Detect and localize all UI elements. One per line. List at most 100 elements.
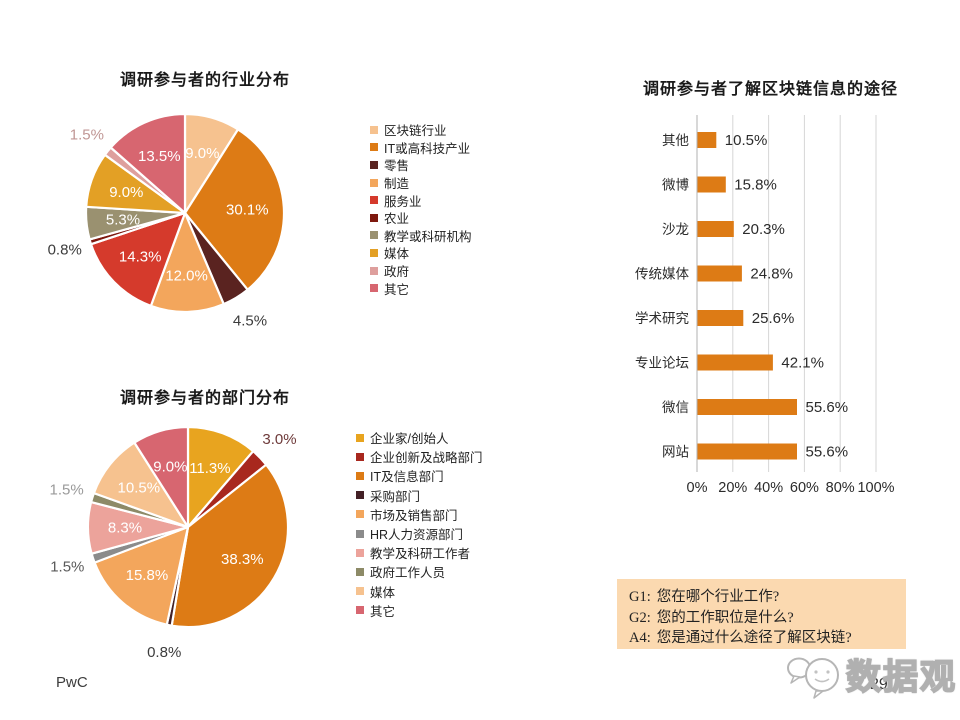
legend-item: 农业 xyxy=(370,209,472,227)
legend-item: 服务业 xyxy=(370,191,472,209)
bar-category-label: 传统媒体 xyxy=(635,267,689,282)
note-line: G1: 您在哪个行业工作? xyxy=(629,587,894,608)
legend-label: 企业创新及战略部门 xyxy=(370,451,483,466)
legend-swatch-icon xyxy=(370,160,378,169)
legend-item: 教学及科研工作者 xyxy=(356,543,483,562)
bar-value-label: 20.3% xyxy=(742,221,785,238)
pie-value-label: 9.0% xyxy=(153,459,187,476)
legend-label: 其它 xyxy=(370,604,396,619)
legend-swatch-icon xyxy=(370,266,378,275)
note-question-text: 您是通过什么途径了解区块链? xyxy=(656,630,852,646)
x-tick-label: 60% xyxy=(790,480,819,496)
watermark-text: 数据观 xyxy=(845,657,958,698)
pie-value-label: 9.0% xyxy=(109,184,143,201)
legend-swatch-icon xyxy=(370,231,378,240)
bar-5 xyxy=(697,354,773,371)
legend-swatch-icon xyxy=(356,548,364,557)
legend-label: 区块链行业 xyxy=(384,124,447,139)
pie-value-label: 1.5% xyxy=(50,559,84,576)
legend-swatch-icon xyxy=(370,196,378,205)
legend-label: 其它 xyxy=(384,282,410,297)
note-line: A4: 您是通过什么途径了解区块链? xyxy=(629,628,894,649)
bar-category-label: 学术研究 xyxy=(635,311,689,326)
x-tick-label: 40% xyxy=(754,480,783,496)
pie-value-label: 5.3% xyxy=(106,212,140,229)
bar-category-label: 网站 xyxy=(662,445,689,460)
legend-label: 媒体 xyxy=(370,585,396,600)
legend-label: HR人力资源部门 xyxy=(370,528,464,543)
legend-label: IT及信息部门 xyxy=(370,470,444,485)
pie-slice-9 xyxy=(109,112,187,215)
legend-label: 政府工作人员 xyxy=(370,566,446,581)
legend-item: IT或高科技产业 xyxy=(370,139,472,157)
legend-item: 教学或科研机构 xyxy=(370,227,472,245)
bar-6 xyxy=(697,399,797,415)
legend-item: HR人力资源部门 xyxy=(356,524,483,543)
pie-value-label: 10.5% xyxy=(118,480,161,497)
legend-label: 政府 xyxy=(384,265,410,280)
bar-category-label: 专业论坛 xyxy=(635,356,689,371)
legend-swatch-icon xyxy=(370,143,378,152)
industry-pie-chart: 9.0% 30.1% 4.5% 12.0%14.3% 0.8% 5.3% 9.0% 1.5% 1… xyxy=(48,112,286,330)
legend-swatch-icon xyxy=(356,471,364,480)
bar-value-label: 15.8% xyxy=(734,177,777,194)
bar-4 xyxy=(697,310,744,326)
pie-value-label: 9.0% xyxy=(185,145,219,162)
bar-category-label: 微博 xyxy=(662,177,690,193)
legend-swatch-icon xyxy=(356,491,364,500)
legend-item: 政府 xyxy=(370,262,472,280)
pie-slice-4 xyxy=(93,525,190,626)
pie-value-label: 0.8% xyxy=(48,242,82,259)
legend-item: 企业创新及战略部门 xyxy=(356,447,483,466)
dataview-watermark: 数据观 xyxy=(786,646,957,702)
legend-label: 农业 xyxy=(384,212,410,227)
pie-slice-9 xyxy=(133,425,190,529)
page-number: 29 xyxy=(870,676,888,693)
legend-item: 企业家/创始人 xyxy=(356,428,483,447)
bar-category-label: 微信 xyxy=(662,400,689,415)
x-tick-label: 80% xyxy=(826,480,855,496)
legend-swatch-icon xyxy=(356,567,364,576)
department-pie-legend: 企业家/创始人企业创新及战略部门 IT及信息部门 采购部门 市场及销售部门 HR人力资源… xyxy=(356,428,483,620)
legend-label: 采购部门 xyxy=(370,489,421,504)
pie-value-label: 15.8% xyxy=(126,567,169,584)
pie-value-label: 4.5% xyxy=(233,313,267,330)
bar-category-label: 沙龙 xyxy=(662,222,689,237)
legend-label: 服务业 xyxy=(384,194,422,209)
legend-label: 企业家/创始人 xyxy=(370,432,449,447)
pie-slice-2 xyxy=(170,463,290,629)
legend-item: 区块链行业 xyxy=(370,121,472,139)
pie-slice-1 xyxy=(183,128,286,291)
bar-value-label: 55.6% xyxy=(806,444,849,461)
pie-value-label: 13.5% xyxy=(138,148,181,165)
legend-swatch-icon xyxy=(356,433,364,442)
legend-swatch-icon xyxy=(370,248,378,257)
x-tick-label: 20% xyxy=(718,480,747,496)
bar-value-label: 42.1% xyxy=(781,355,824,372)
note-question-id: G1: xyxy=(629,589,651,605)
pie-value-label: 1.5% xyxy=(49,482,83,499)
chat-bubble-mascot-icon xyxy=(787,657,839,699)
legend-item: 媒体 xyxy=(370,244,472,262)
legend-item: 媒体 xyxy=(356,582,483,601)
pie-slice-3 xyxy=(149,211,225,314)
legend-swatch-icon xyxy=(370,213,378,222)
legend-label: 制造 xyxy=(384,177,410,192)
legend-swatch-icon xyxy=(356,452,364,461)
legend-item: 市场及销售部门 xyxy=(356,505,483,524)
bar-0 xyxy=(697,132,717,148)
bar-1 xyxy=(697,176,726,193)
bar-value-label: 25.6% xyxy=(752,310,795,327)
bar-value-label: 24.8% xyxy=(750,266,793,283)
bar-3 xyxy=(697,265,742,282)
legend-item: 采购部门 xyxy=(356,486,483,505)
industry-pie-legend: 区块链行业 IT或高科技产业 零售制造服务业农业 教学或科研机构 媒体政府其它 xyxy=(370,121,472,297)
note-question-id: G2: xyxy=(629,609,651,626)
pie-slice-0 xyxy=(186,425,255,529)
industry-pie-title: 调研参与者的行业分布 xyxy=(119,72,290,89)
legend-item: 零售 xyxy=(370,156,472,174)
survey-questions-note: G1: 您在哪个行业工作? G2: 您的工作职位是什么? A4: 您是通过什么途径了解区块… xyxy=(617,579,906,649)
pie-value-label: 30.1% xyxy=(226,201,269,218)
pie-value-label: 11.3% xyxy=(189,460,230,477)
